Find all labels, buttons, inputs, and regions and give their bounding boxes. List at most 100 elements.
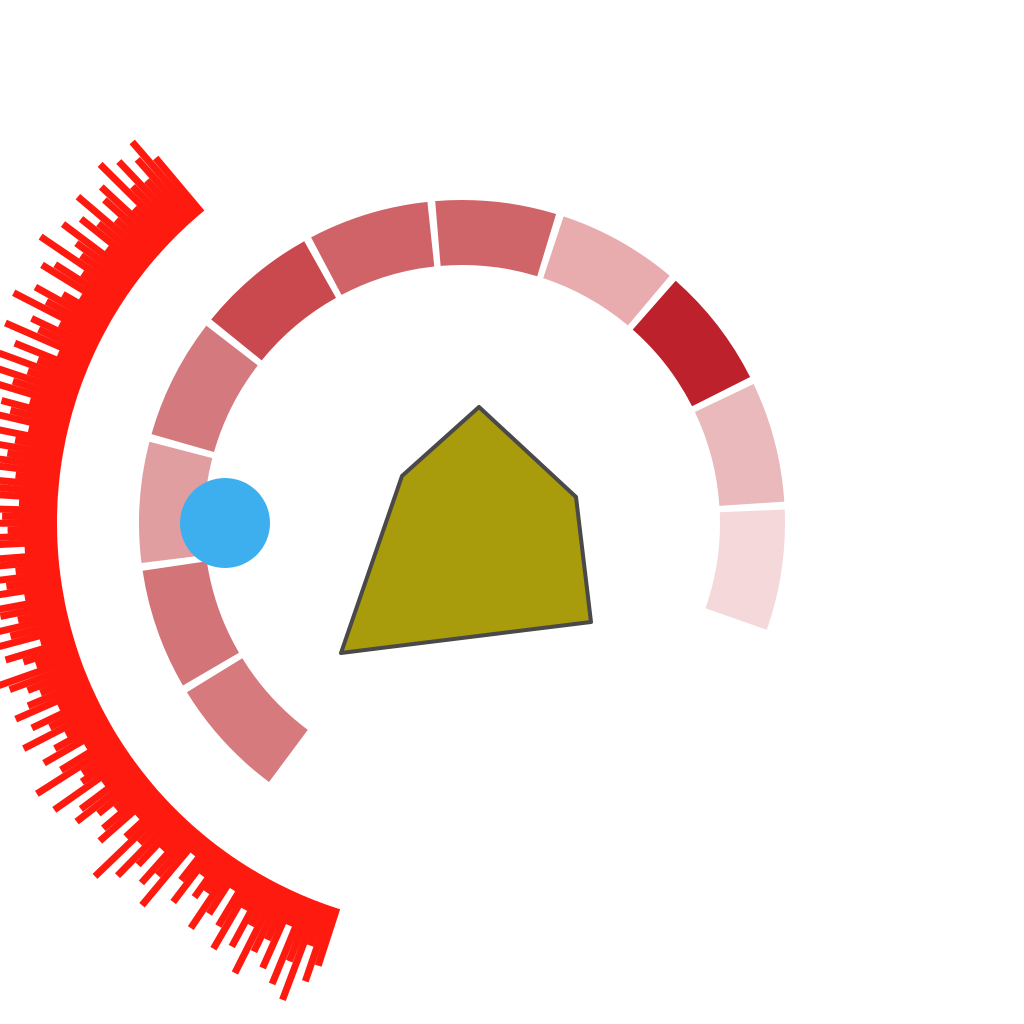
spike-bar — [96, 773, 148, 817]
spike-bar — [26, 677, 91, 710]
spike-bar — [9, 618, 71, 640]
spike-bar — [229, 864, 251, 892]
spike-bar — [75, 194, 156, 264]
spike-bar — [44, 298, 107, 336]
spike-bar — [153, 155, 205, 216]
spike-bar — [0, 484, 59, 496]
spike-bar — [78, 216, 148, 274]
spike-bar — [22, 641, 77, 666]
spike-bar — [97, 161, 177, 241]
ring-segment — [311, 201, 435, 295]
spike-bar — [187, 857, 240, 931]
spike-bar — [15, 471, 60, 484]
spike-bar — [22, 705, 104, 752]
spike-bar — [314, 907, 341, 967]
spike-bar — [285, 893, 306, 927]
spike-bar — [15, 563, 60, 575]
spike-bar — [190, 835, 210, 857]
spike-bar — [129, 183, 182, 237]
spike-bar — [155, 827, 200, 878]
spike-bar — [0, 550, 59, 563]
spike-bar — [264, 888, 294, 942]
spike-bar — [123, 796, 169, 840]
spike-bar — [137, 805, 178, 846]
spike-bar — [30, 694, 98, 732]
spike-bar — [56, 350, 90, 370]
spike-bar — [6, 449, 63, 465]
spike-bar — [40, 261, 119, 314]
spike-bar — [0, 505, 58, 515]
spike-bar — [0, 653, 81, 689]
spike-bar — [74, 768, 145, 825]
ring-segment — [694, 384, 785, 506]
spike-bar — [57, 320, 101, 347]
spike-bar — [7, 525, 58, 534]
spike-bar — [14, 682, 93, 723]
spike-bar — [178, 839, 215, 883]
spike-bar — [42, 721, 113, 767]
spike-bar — [83, 727, 116, 750]
spike-bar — [144, 178, 191, 228]
spike-bar — [33, 284, 110, 331]
spike-bar — [250, 885, 289, 954]
spike-bar — [0, 411, 69, 435]
spike-bar — [259, 891, 300, 970]
spike-bar — [0, 581, 63, 599]
spike-bar — [114, 810, 182, 879]
spike-bar — [97, 787, 160, 844]
central-polygon — [339, 405, 593, 655]
spike-bar — [228, 877, 272, 949]
spike-bar — [59, 732, 119, 773]
spike-bar — [52, 753, 133, 813]
spike-bar — [24, 544, 59, 554]
spike-bar — [48, 699, 101, 731]
spike-bar — [0, 462, 61, 478]
spike-bar — [0, 556, 60, 570]
spike-bar — [39, 671, 88, 697]
spike-bar — [60, 221, 140, 284]
spike-bar — [101, 782, 156, 831]
spike-bar — [80, 742, 126, 777]
spike-bar — [134, 792, 165, 820]
spike-bar — [79, 252, 133, 294]
spike-bar — [78, 763, 141, 812]
spike-bar — [0, 397, 72, 423]
spike-bar — [0, 611, 69, 635]
spike-bar — [138, 823, 196, 886]
marker-circle — [180, 478, 270, 568]
spike-bar — [0, 593, 65, 613]
spike-bar — [139, 831, 205, 908]
ring-segment — [543, 216, 670, 326]
spike-bar — [0, 599, 66, 620]
spike-bar — [0, 491, 58, 502]
spike-bar — [279, 900, 323, 1002]
spike-bar — [39, 630, 74, 646]
spike-bar — [102, 197, 164, 255]
spike-bar — [35, 737, 123, 797]
spike-bar — [78, 293, 116, 320]
spike-bar — [18, 499, 58, 509]
spike-bar — [0, 455, 62, 471]
spike-bar — [34, 647, 79, 669]
ring-segment — [705, 509, 785, 630]
spike-bar — [64, 710, 107, 738]
spike-bar — [98, 184, 169, 250]
radial-spike-bars — [0, 139, 341, 1002]
spike-bar — [101, 758, 137, 787]
spike-bar — [170, 842, 220, 905]
spike-bar — [24, 587, 64, 602]
spike-bar — [113, 217, 160, 259]
spike-bar — [206, 861, 245, 916]
spike-bar — [134, 156, 195, 224]
spike-bar — [79, 748, 130, 785]
spike-bar — [203, 854, 235, 895]
spike-bar — [247, 880, 278, 928]
spike-bar — [2, 512, 58, 521]
spike-bar — [0, 624, 72, 651]
spike-bar — [0, 426, 66, 447]
segmented-ring — [139, 199, 785, 782]
spike-bar — [53, 716, 110, 752]
spike-bar — [0, 569, 61, 584]
spike-bar — [0, 538, 58, 548]
spike-bar — [17, 605, 68, 624]
